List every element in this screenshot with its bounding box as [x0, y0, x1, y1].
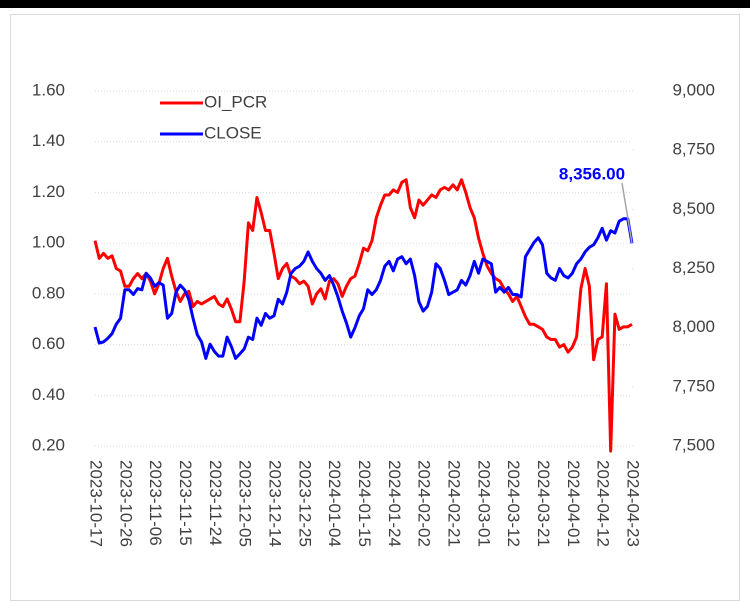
x-tick-label: 2023-12-25: [295, 460, 314, 547]
x-tick-label: 2024-02-21: [445, 460, 464, 547]
y2-tick-label: 8,250: [672, 258, 715, 277]
x-tick-label: 2024-01-04: [325, 460, 344, 547]
top-border: [0, 0, 750, 8]
x-tick-label: 2024-01-15: [355, 460, 374, 547]
legend-label: CLOSE: [204, 123, 262, 142]
line-series: [93, 217, 634, 360]
x-tick-label: 2024-01-24: [385, 460, 404, 547]
y-tick-label: 1.00: [32, 233, 65, 252]
y-tick-label: 1.60: [32, 80, 65, 99]
legend-label: OI_PCR: [204, 92, 267, 111]
y-tick-label: 1.40: [32, 131, 65, 150]
y2-tick-label: 7,750: [672, 376, 715, 395]
y2-tick-label: 7,500: [672, 435, 715, 454]
x-tick-label: 2023-11-24: [206, 460, 225, 546]
x-tick-label: 2024-03-01: [474, 460, 493, 547]
leader-line: [621, 182, 633, 244]
x-tick-label: 2023-12-14: [266, 460, 285, 547]
data-label: 8,356.00: [559, 164, 625, 183]
x-tick-label: 2024-04-23: [624, 460, 643, 547]
x-tick-label: 2023-12-05: [236, 460, 255, 547]
x-tick-label: 2024-02-02: [415, 460, 434, 547]
y2-tick-label: 9,000: [672, 80, 715, 99]
x-tick-label: 2023-11-15: [176, 460, 195, 546]
y2-tick-label: 8,000: [672, 317, 715, 336]
x-tick-label: 2024-03-12: [504, 460, 523, 547]
x-tick-label: 2023-10-26: [116, 460, 135, 547]
y-tick-label: 0.60: [32, 334, 65, 353]
x-tick-label: 2023-11-06: [146, 460, 165, 546]
y2-tick-label: 8,500: [672, 199, 715, 218]
y-tick-label: 1.20: [32, 182, 65, 201]
x-tick-label: 2024-03-21: [534, 460, 553, 547]
y-tick-label: 0.80: [32, 283, 65, 302]
y-tick-label: 0.40: [32, 385, 65, 404]
x-tick-label: 2023-10-17: [87, 460, 106, 547]
x-tick-label: 2024-04-12: [594, 460, 613, 547]
y2-tick-label: 8,750: [672, 140, 715, 159]
x-tick-label: 2024-04-01: [564, 460, 583, 547]
line-series: [93, 178, 633, 453]
y-tick-label: 0.20: [32, 435, 65, 454]
